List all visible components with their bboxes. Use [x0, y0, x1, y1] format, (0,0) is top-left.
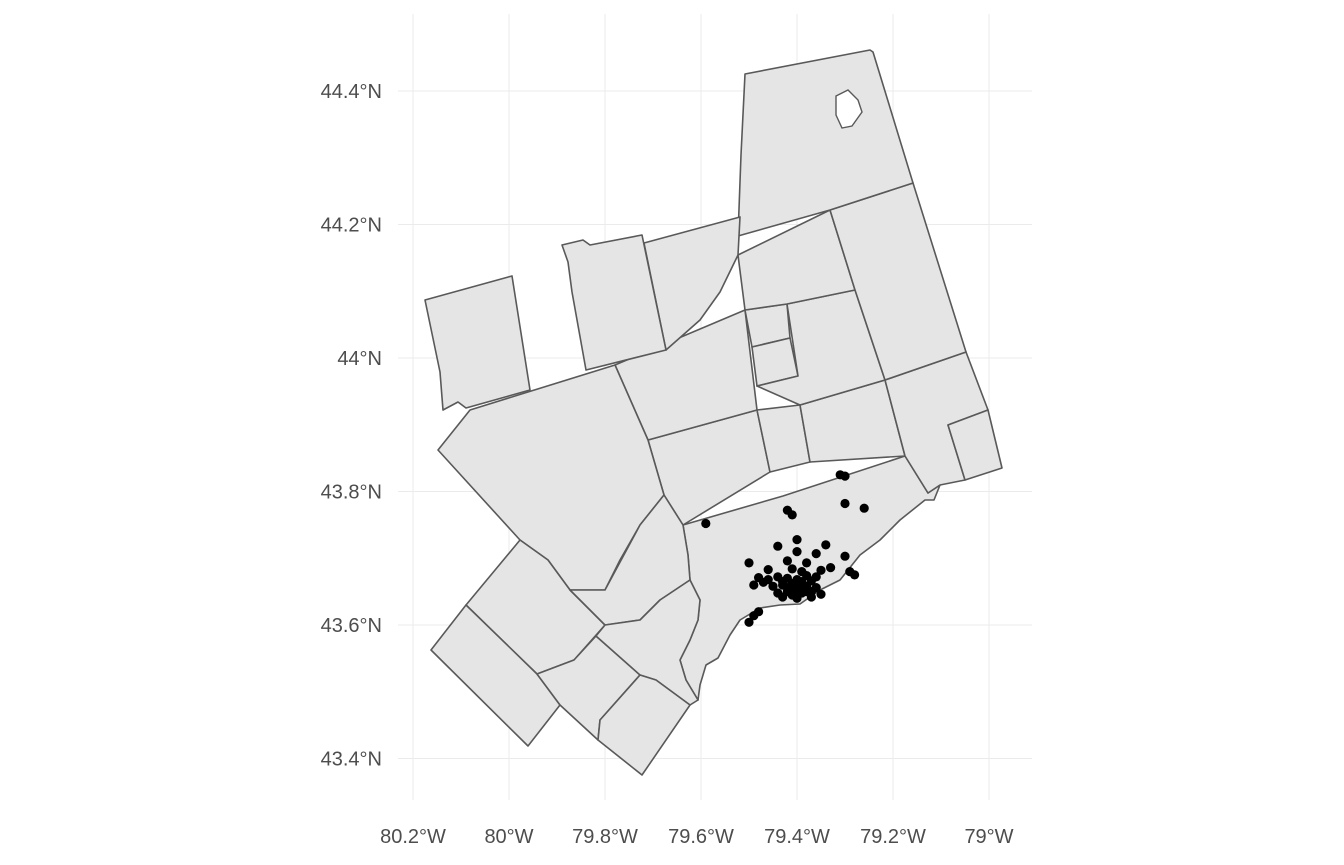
- region-north-large: [737, 49, 914, 237]
- data-point: [811, 572, 821, 582]
- region-east-2: [947, 409, 1003, 481]
- x-tick-label: 80.2°W: [380, 826, 446, 848]
- data-point: [802, 558, 812, 568]
- data-point: [792, 579, 802, 589]
- data-point: [840, 498, 850, 509]
- data-point: [749, 580, 759, 590]
- region-southwest-4: [597, 674, 691, 776]
- data-point: [749, 611, 759, 621]
- data-point: [792, 535, 802, 545]
- data-point: [816, 589, 826, 599]
- data-point: [821, 540, 831, 550]
- points-layer: [701, 470, 869, 627]
- y-tick-label: 44°N: [337, 348, 382, 370]
- x-tick-label: 79.6°W: [668, 826, 734, 848]
- data-point: [787, 510, 797, 520]
- data-point: [826, 563, 836, 573]
- data-point: [744, 617, 754, 627]
- region-northwest-2: [561, 234, 667, 371]
- data-point: [811, 549, 821, 559]
- regions-layer: [424, 49, 1003, 776]
- data-point: [792, 547, 802, 557]
- data-point: [850, 570, 860, 580]
- region-mid-5: [737, 209, 856, 311]
- data-point: [787, 564, 797, 574]
- x-tick-label: 79°W: [964, 826, 1013, 848]
- data-point: [778, 577, 788, 587]
- x-tick-label: 79.4°W: [764, 826, 830, 848]
- y-tick-label: 43.8°N: [321, 482, 382, 504]
- data-point: [859, 503, 869, 513]
- data-point: [701, 518, 711, 529]
- data-point: [768, 581, 778, 591]
- y-tick-label: 44.2°N: [321, 215, 382, 237]
- data-point: [782, 556, 793, 566]
- y-tick-label: 43.4°N: [321, 749, 382, 771]
- x-axis: 80.2°W 80°W 79.8°W 79.6°W 79.4°W 79.2°W 79°W: [380, 826, 1014, 848]
- y-axis: 43.4°N 43.6°N 43.8°N 44°N 44.2°N 44.4°N: [321, 81, 382, 771]
- lake-island: [835, 89, 863, 129]
- data-point: [840, 551, 850, 561]
- x-tick-label: 79.8°W: [572, 826, 638, 848]
- y-tick-label: 43.6°N: [321, 615, 382, 637]
- data-point: [763, 565, 773, 575]
- data-point: [787, 585, 797, 595]
- x-tick-label: 80°W: [484, 826, 533, 848]
- data-point: [763, 575, 773, 585]
- x-tick-label: 79.2°W: [860, 826, 926, 848]
- data-point: [816, 565, 826, 575]
- data-point: [773, 541, 783, 551]
- region-west-north: [424, 275, 531, 411]
- data-point: [778, 592, 788, 602]
- data-point: [802, 571, 812, 581]
- y-tick-label: 44.4°N: [321, 81, 382, 103]
- data-point: [744, 558, 754, 568]
- data-point: [835, 470, 845, 480]
- data-point: [806, 587, 817, 597]
